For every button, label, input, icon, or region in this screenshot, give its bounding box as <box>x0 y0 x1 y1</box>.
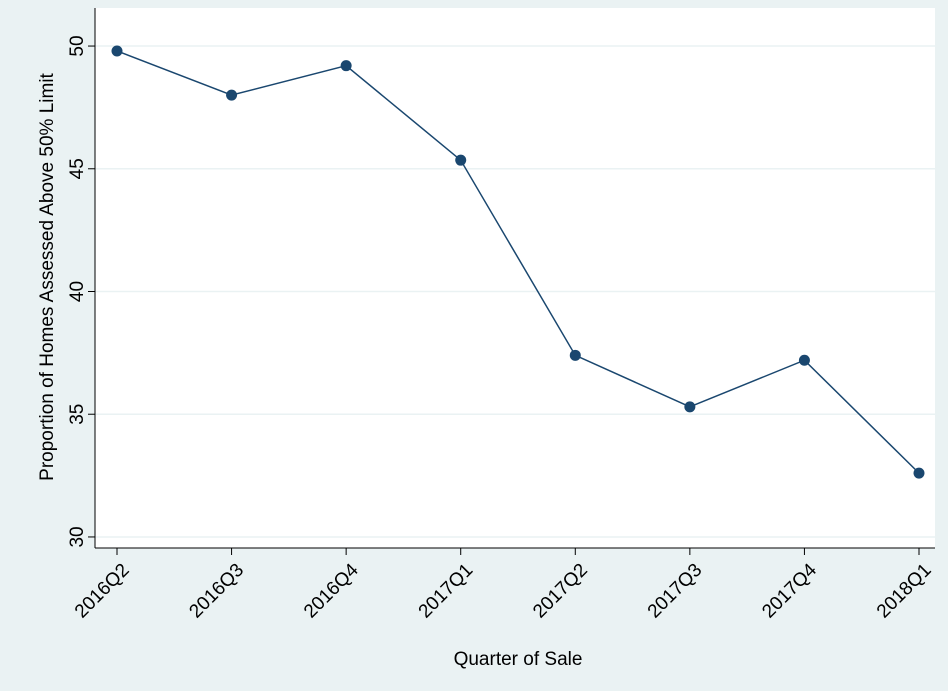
data-point <box>798 354 810 366</box>
data-point <box>684 401 696 413</box>
y-axis-title: Proportion of Homes Assessed Above 50% L… <box>37 72 58 480</box>
data-point <box>111 45 123 57</box>
data-point <box>340 60 352 72</box>
y-tick-label: 50 <box>67 35 88 56</box>
plot-area <box>95 8 935 548</box>
data-point <box>913 467 925 479</box>
y-tick-label: 45 <box>67 158 88 179</box>
data-line <box>116 50 920 474</box>
x-axis-title: Quarter of Sale <box>454 649 583 670</box>
y-tick-label: 30 <box>67 526 88 547</box>
y-tick-label: 35 <box>67 404 88 425</box>
data-point <box>455 154 467 166</box>
y-tick-label: 40 <box>67 281 88 302</box>
data-point <box>569 349 581 361</box>
data-point <box>226 89 238 101</box>
